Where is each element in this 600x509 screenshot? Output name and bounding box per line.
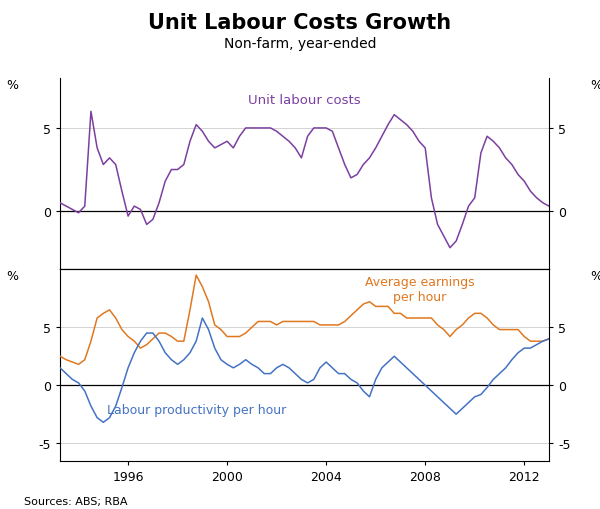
Text: Non-farm, year-ended: Non-farm, year-ended [224,37,376,51]
Text: Average earnings
per hour: Average earnings per hour [365,275,474,303]
Text: %: % [590,79,600,92]
Text: %: % [590,270,600,282]
Text: %: % [7,270,19,282]
Text: Labour productivity per hour: Labour productivity per hour [107,403,287,416]
Text: Sources: ABS; RBA: Sources: ABS; RBA [24,496,128,506]
Text: %: % [7,79,19,92]
Text: Unit Labour Costs Growth: Unit Labour Costs Growth [148,13,452,33]
Text: Unit labour costs: Unit labour costs [248,94,361,107]
